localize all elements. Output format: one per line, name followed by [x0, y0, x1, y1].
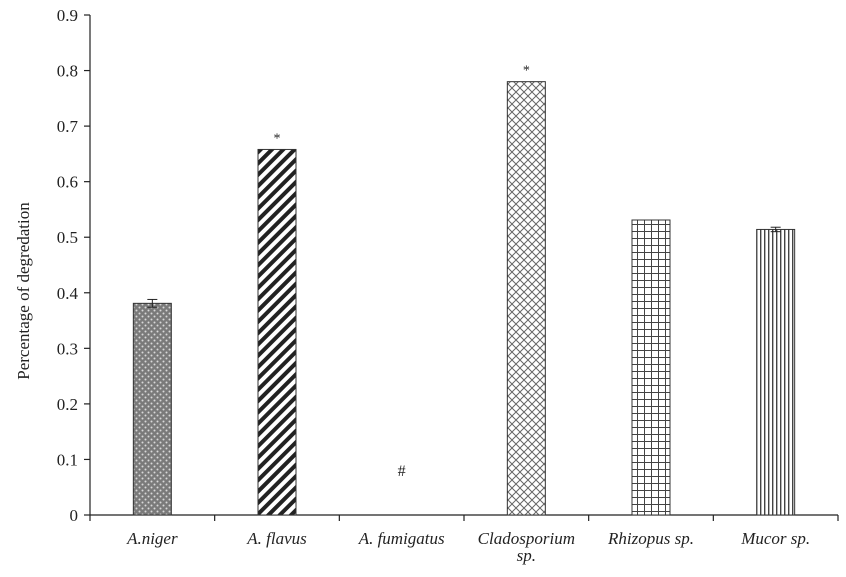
bar [506, 81, 546, 516]
y-tick-label: 0.7 [57, 117, 79, 136]
x-tick-label: Rhizopus sp. [607, 529, 694, 548]
y-tick-label: 0 [70, 506, 79, 525]
annotations: * # * [274, 64, 530, 480]
significance-marker: # [398, 463, 406, 480]
bar [257, 148, 297, 516]
y-tick-label: 0.6 [57, 173, 78, 192]
x-axis [89, 514, 839, 521]
significance-marker: * [274, 131, 281, 146]
y-tick-label: 0.5 [57, 228, 78, 247]
bar [631, 219, 671, 516]
x-tick-label: A. fumigatus [358, 529, 445, 548]
significance-marker: * [523, 64, 530, 79]
bars [132, 81, 796, 516]
y-tick-label: 0.9 [57, 6, 78, 25]
x-tick-label: A. flavus [246, 529, 307, 548]
x-tick-labels: A.niger A. flavus A. fumigatus Cladosporium… [126, 529, 810, 565]
x-tick-label: Cladosporium [478, 529, 575, 548]
bar [132, 302, 172, 516]
y-tick-label: 0.4 [57, 284, 79, 303]
bar [756, 228, 796, 516]
x-tick-label: A.niger [126, 529, 178, 548]
y-tick-label: 0.2 [57, 395, 78, 414]
y-tick-label: 0.1 [57, 450, 78, 469]
y-tick-label: 0.3 [57, 339, 78, 358]
x-tick-label: sp. [517, 546, 536, 565]
y-tick-label: 0.8 [57, 62, 78, 81]
x-tick-label: Mucor sp. [740, 529, 810, 548]
y-axis-label: Percentage of degredation [14, 202, 33, 380]
y-axis: 0 0.1 0.2 0.3 0.4 0.5 0.6 0.7 0.8 0.9 [57, 6, 91, 525]
